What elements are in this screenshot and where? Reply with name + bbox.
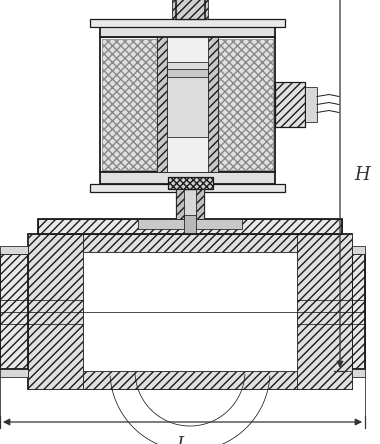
Bar	[100, 172, 275, 184]
Text: H: H	[354, 166, 370, 184]
Bar	[208, 37, 218, 172]
Bar	[90, 19, 285, 27]
Bar	[38, 219, 342, 234]
Bar	[100, 37, 275, 172]
Bar	[90, 184, 285, 192]
Bar	[38, 219, 342, 234]
Bar	[0, 369, 28, 377]
Bar	[218, 39, 273, 170]
Bar	[204, 0, 208, 19]
Bar	[138, 219, 242, 229]
Bar	[297, 234, 352, 389]
Bar	[175, 0, 205, 19]
Bar	[184, 215, 196, 233]
Bar	[352, 254, 365, 369]
Bar	[28, 234, 352, 389]
Bar	[176, 189, 204, 219]
Bar	[83, 234, 297, 252]
Bar	[83, 252, 297, 371]
Bar	[167, 69, 208, 77]
Bar	[176, 189, 184, 219]
Bar	[352, 254, 365, 369]
Bar	[196, 189, 204, 219]
Bar	[167, 62, 208, 137]
Bar	[83, 371, 297, 389]
Bar	[275, 82, 305, 127]
Bar	[157, 37, 167, 172]
Bar	[0, 254, 28, 369]
Bar	[28, 234, 83, 389]
Bar	[0, 246, 28, 254]
Bar	[352, 246, 365, 254]
Bar	[102, 39, 157, 170]
Bar	[175, 0, 205, 19]
Bar	[352, 369, 365, 377]
Bar	[157, 37, 218, 172]
Bar	[0, 254, 28, 369]
Bar	[168, 177, 212, 189]
Bar	[172, 0, 176, 19]
Bar	[275, 82, 305, 127]
Bar	[168, 177, 212, 189]
Bar	[100, 27, 275, 37]
Bar	[305, 87, 317, 122]
Text: L: L	[176, 436, 188, 444]
